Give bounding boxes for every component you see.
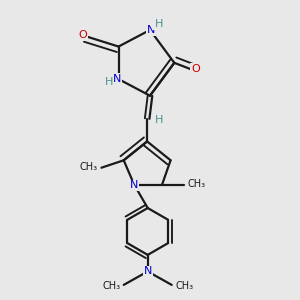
Text: CH₃: CH₃ — [102, 281, 120, 291]
Text: O: O — [79, 30, 87, 40]
Text: O: O — [191, 64, 200, 74]
Text: CH₃: CH₃ — [175, 281, 193, 291]
Text: H: H — [154, 19, 163, 29]
Text: N: N — [147, 25, 155, 35]
Text: CH₃: CH₃ — [188, 179, 206, 189]
Text: N: N — [113, 74, 122, 84]
Text: N: N — [130, 180, 139, 190]
Text: H: H — [105, 77, 114, 87]
Text: N: N — [143, 266, 152, 277]
Text: H: H — [155, 115, 163, 125]
Text: CH₃: CH₃ — [80, 162, 98, 172]
